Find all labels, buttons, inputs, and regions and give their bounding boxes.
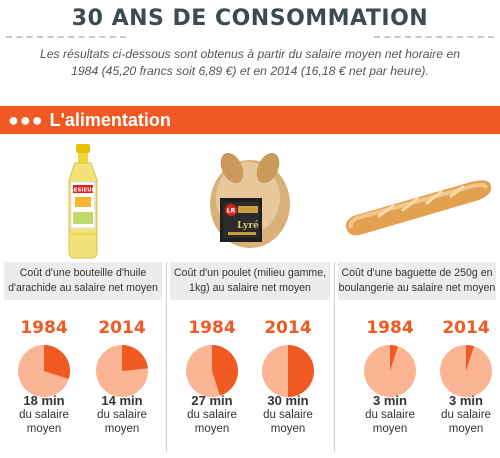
time-value: 27 min <box>191 393 233 408</box>
title-rule-left <box>6 36 126 38</box>
time-value: 3 min <box>373 393 407 408</box>
time-label-line2: moyen <box>372 423 408 435</box>
time-value: 30 min <box>267 393 309 408</box>
baguette-icon <box>334 142 500 262</box>
pie-oil-2014 <box>96 345 148 397</box>
caption-oil: Coût d'une bouteille d'huile d'arachide … <box>4 262 162 300</box>
time-label-line2: moyen <box>194 423 230 435</box>
time-label-line1: du salaire <box>97 409 147 421</box>
time-label-line1: du salaire <box>441 409 491 421</box>
pie-slice <box>212 345 238 396</box>
pie-slice <box>122 345 148 371</box>
title-rule-right <box>374 36 494 38</box>
pie-oil-1984 <box>18 345 70 397</box>
time-chicken-2014: 30 min du salaire moyen <box>248 394 328 436</box>
time-label-line1: du salaire <box>365 409 415 421</box>
year-1984-oil: 1984 <box>20 318 68 338</box>
section-title-label: L'alimentation <box>49 110 171 130</box>
time-oil-2014: 14 min du salaire moyen <box>82 394 162 436</box>
bullet-dots-icon: ●●● <box>8 110 44 130</box>
time-label-line2: moyen <box>448 423 484 435</box>
page-title: 30 ANS DE CONSOMMATION <box>71 6 429 31</box>
product-column-oil: LESIEUR Coût d'une bouteille d'huile d'a… <box>0 134 166 458</box>
time-oil-1984: 18 min du salaire moyen <box>4 394 84 436</box>
product-column-baguette: Coût d'une baguette de 250g en boulanger… <box>334 134 500 458</box>
svg-text:LESIEUR: LESIEUR <box>70 188 96 194</box>
time-label-line2: moyen <box>270 423 306 435</box>
svg-text:LR: LR <box>227 208 236 215</box>
year-1984-baguette: 1984 <box>366 318 414 338</box>
time-value: 3 min <box>449 393 483 408</box>
pie-slice <box>288 345 314 397</box>
time-chicken-1984: 27 min du salaire moyen <box>172 394 252 436</box>
year-1984-chicken: 1984 <box>188 318 236 338</box>
pie-slice <box>44 345 70 380</box>
time-value: 14 min <box>101 393 143 408</box>
caption-chicken: Coût d'un poulet (milieu gamme, 1kg) au … <box>170 262 330 300</box>
pie-baguette-2014 <box>440 345 492 397</box>
oil-bottle-icon: LESIEUR <box>0 142 166 262</box>
caption-baguette: Coût d'une baguette de 250g en boulanger… <box>338 262 496 300</box>
column-divider <box>334 262 335 452</box>
column-divider <box>166 262 167 452</box>
svg-text:Lyré: Lyré <box>237 220 259 231</box>
section-title: ●●● L'alimentation <box>0 106 183 134</box>
year-2014-chicken: 2014 <box>264 318 312 338</box>
pie-slice <box>466 345 475 371</box>
time-label-line2: moyen <box>104 423 140 435</box>
product-column-chicken: LR Lyré Coût d'un poulet (milieu gamme, … <box>166 134 334 458</box>
year-2014-oil: 2014 <box>98 318 146 338</box>
pie-chicken-1984 <box>186 345 238 397</box>
time-value: 18 min <box>23 393 65 408</box>
pie-baguette-1984 <box>364 345 416 397</box>
roast-chicken-icon: LR Lyré <box>166 142 334 262</box>
time-label-line1: du salaire <box>187 409 237 421</box>
time-label-line1: du salaire <box>263 409 313 421</box>
time-baguette-2014: 3 min du salaire moyen <box>426 394 500 436</box>
intro-text: Les résultats ci-dessous sont obtenus à … <box>39 47 461 78</box>
section-banner: ●●● L'alimentation <box>0 106 500 134</box>
time-baguette-1984: 3 min du salaire moyen <box>350 394 430 436</box>
time-label-line1: du salaire <box>19 409 69 421</box>
year-2014-baguette: 2014 <box>442 318 490 338</box>
pie-slice <box>390 345 399 371</box>
time-label-line2: moyen <box>26 423 62 435</box>
pie-chicken-2014 <box>262 345 314 397</box>
